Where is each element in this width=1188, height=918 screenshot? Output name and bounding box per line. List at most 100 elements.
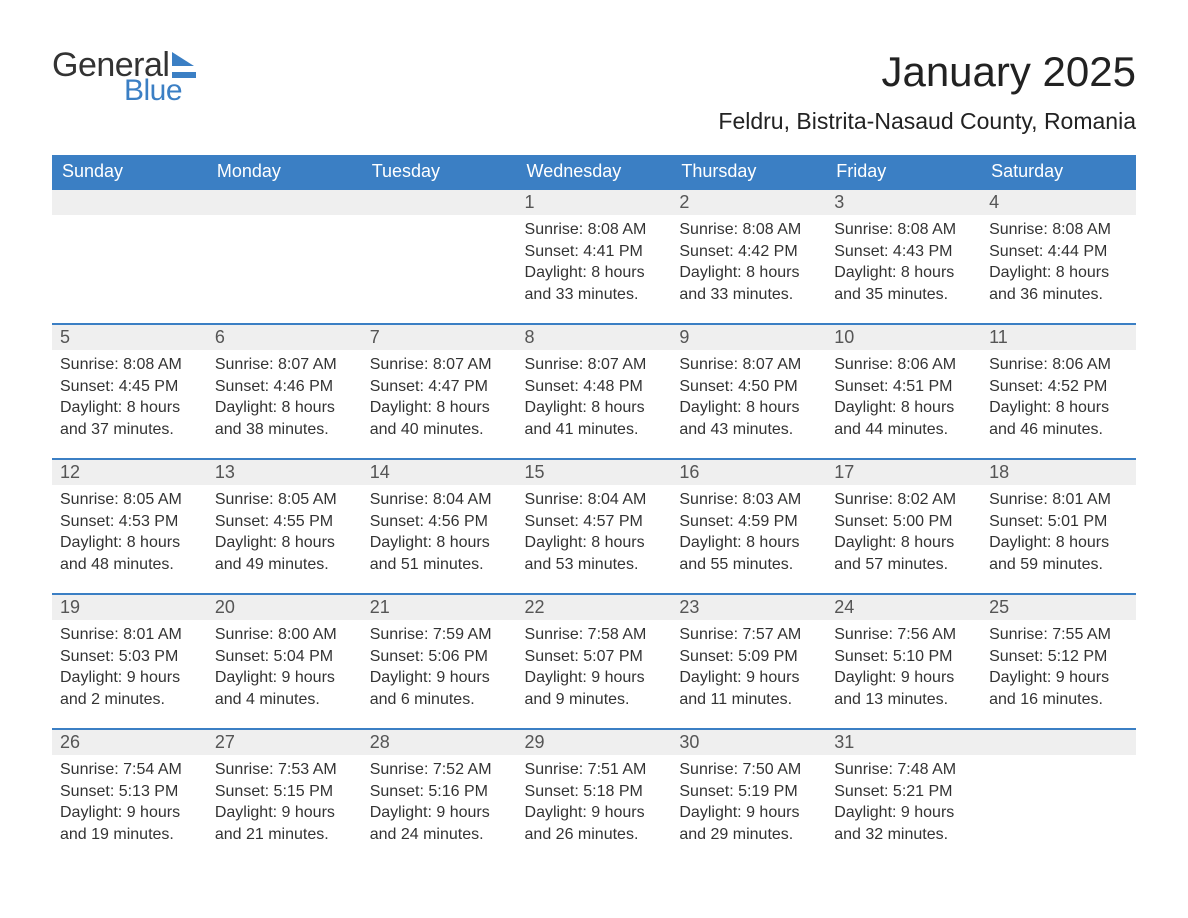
- day-sunset: Sunset: 4:55 PM: [215, 511, 354, 533]
- week-daynum-row: 262728293031: [52, 728, 1136, 755]
- week-daynum-row: 1234: [52, 188, 1136, 215]
- day-sunset: Sunset: 4:53 PM: [60, 511, 199, 533]
- day-daylight2: and 26 minutes.: [525, 824, 664, 846]
- day-daylight2: and 29 minutes.: [679, 824, 818, 846]
- day-daylight2: and 53 minutes.: [525, 554, 664, 576]
- day-sunrise: Sunrise: 8:07 AM: [679, 354, 818, 376]
- day-sunrise: Sunrise: 7:51 AM: [525, 759, 664, 781]
- day-content: Sunrise: 8:03 AMSunset: 4:59 PMDaylight:…: [671, 485, 826, 585]
- week-content-row: Sunrise: 8:01 AMSunset: 5:03 PMDaylight:…: [52, 620, 1136, 728]
- day-cell: Sunrise: 8:07 AMSunset: 4:48 PMDaylight:…: [517, 350, 672, 458]
- day-daylight1: Daylight: 9 hours: [215, 667, 354, 689]
- day-content: Sunrise: 8:04 AMSunset: 4:56 PMDaylight:…: [362, 485, 517, 585]
- day-daylight2: and 21 minutes.: [215, 824, 354, 846]
- day-number: 26: [52, 728, 207, 755]
- day-cell: Sunrise: 8:04 AMSunset: 4:57 PMDaylight:…: [517, 485, 672, 593]
- day-number: [981, 728, 1136, 755]
- day-daylight1: Daylight: 8 hours: [679, 397, 818, 419]
- day-sunrise: Sunrise: 8:04 AM: [525, 489, 664, 511]
- day-number: 10: [826, 323, 981, 350]
- day-cell: Sunrise: 8:06 AMSunset: 4:51 PMDaylight:…: [826, 350, 981, 458]
- day-number: 28: [362, 728, 517, 755]
- day-sunset: Sunset: 5:12 PM: [989, 646, 1128, 668]
- day-sunrise: Sunrise: 7:50 AM: [679, 759, 818, 781]
- day-number: 31: [826, 728, 981, 755]
- day-header: Friday: [826, 155, 981, 188]
- day-cell: Sunrise: 7:51 AMSunset: 5:18 PMDaylight:…: [517, 755, 672, 863]
- day-sunset: Sunset: 4:57 PM: [525, 511, 664, 533]
- day-content: Sunrise: 7:51 AMSunset: 5:18 PMDaylight:…: [517, 755, 672, 855]
- day-content: Sunrise: 7:50 AMSunset: 5:19 PMDaylight:…: [671, 755, 826, 855]
- day-number: 29: [517, 728, 672, 755]
- calendar-table: Sunday Monday Tuesday Wednesday Thursday…: [52, 155, 1136, 863]
- day-sunrise: Sunrise: 8:00 AM: [215, 624, 354, 646]
- day-daylight2: and 35 minutes.: [834, 284, 973, 306]
- day-number: 23: [671, 593, 826, 620]
- day-daylight1: Daylight: 8 hours: [834, 397, 973, 419]
- day-number: 16: [671, 458, 826, 485]
- logo-text-blue: Blue: [124, 76, 196, 106]
- day-cell: Sunrise: 8:08 AMSunset: 4:41 PMDaylight:…: [517, 215, 672, 323]
- day-number: 3: [826, 188, 981, 215]
- day-content: Sunrise: 8:08 AMSunset: 4:43 PMDaylight:…: [826, 215, 981, 315]
- day-daylight1: Daylight: 9 hours: [370, 667, 509, 689]
- day-sunset: Sunset: 5:00 PM: [834, 511, 973, 533]
- day-cell: Sunrise: 7:54 AMSunset: 5:13 PMDaylight:…: [52, 755, 207, 863]
- calendar-body: 1234Sunrise: 8:08 AMSunset: 4:41 PMDayli…: [52, 188, 1136, 863]
- day-daylight2: and 13 minutes.: [834, 689, 973, 711]
- day-cell: Sunrise: 7:55 AMSunset: 5:12 PMDaylight:…: [981, 620, 1136, 728]
- day-cell: Sunrise: 7:52 AMSunset: 5:16 PMDaylight:…: [362, 755, 517, 863]
- day-daylight2: and 44 minutes.: [834, 419, 973, 441]
- day-sunset: Sunset: 4:45 PM: [60, 376, 199, 398]
- day-sunrise: Sunrise: 7:53 AM: [215, 759, 354, 781]
- day-header: Thursday: [671, 155, 826, 188]
- day-sunrise: Sunrise: 8:08 AM: [679, 219, 818, 241]
- day-sunrise: Sunrise: 8:05 AM: [60, 489, 199, 511]
- day-daylight1: Daylight: 8 hours: [370, 397, 509, 419]
- day-content: Sunrise: 8:05 AMSunset: 4:55 PMDaylight:…: [207, 485, 362, 585]
- day-sunset: Sunset: 5:10 PM: [834, 646, 973, 668]
- day-number: 6: [207, 323, 362, 350]
- day-daylight1: Daylight: 9 hours: [370, 802, 509, 824]
- day-daylight1: Daylight: 8 hours: [989, 532, 1128, 554]
- day-sunrise: Sunrise: 8:08 AM: [834, 219, 973, 241]
- day-daylight2: and 57 minutes.: [834, 554, 973, 576]
- day-content: Sunrise: 8:08 AMSunset: 4:42 PMDaylight:…: [671, 215, 826, 315]
- day-content: Sunrise: 8:08 AMSunset: 4:44 PMDaylight:…: [981, 215, 1136, 315]
- day-cell: [207, 215, 362, 323]
- day-sunrise: Sunrise: 7:48 AM: [834, 759, 973, 781]
- day-daylight1: Daylight: 9 hours: [679, 667, 818, 689]
- day-content: Sunrise: 7:56 AMSunset: 5:10 PMDaylight:…: [826, 620, 981, 720]
- day-number: 21: [362, 593, 517, 620]
- week-daynum-row: 567891011: [52, 323, 1136, 350]
- day-content: Sunrise: 8:07 AMSunset: 4:47 PMDaylight:…: [362, 350, 517, 450]
- day-daylight2: and 16 minutes.: [989, 689, 1128, 711]
- day-header: Sunday: [52, 155, 207, 188]
- day-cell: [362, 215, 517, 323]
- day-content: Sunrise: 7:54 AMSunset: 5:13 PMDaylight:…: [52, 755, 207, 855]
- day-cell: Sunrise: 8:07 AMSunset: 4:50 PMDaylight:…: [671, 350, 826, 458]
- day-cell: Sunrise: 8:00 AMSunset: 5:04 PMDaylight:…: [207, 620, 362, 728]
- day-daylight2: and 33 minutes.: [679, 284, 818, 306]
- day-daylight2: and 43 minutes.: [679, 419, 818, 441]
- day-content: Sunrise: 8:07 AMSunset: 4:48 PMDaylight:…: [517, 350, 672, 450]
- day-number: 25: [981, 593, 1136, 620]
- day-content: Sunrise: 8:06 AMSunset: 4:51 PMDaylight:…: [826, 350, 981, 450]
- day-number: 2: [671, 188, 826, 215]
- day-sunset: Sunset: 5:21 PM: [834, 781, 973, 803]
- day-cell: Sunrise: 8:08 AMSunset: 4:44 PMDaylight:…: [981, 215, 1136, 323]
- day-daylight2: and 36 minutes.: [989, 284, 1128, 306]
- day-daylight1: Daylight: 8 hours: [60, 532, 199, 554]
- day-number: 24: [826, 593, 981, 620]
- month-title: January 2025: [718, 48, 1136, 96]
- day-daylight1: Daylight: 8 hours: [679, 532, 818, 554]
- day-daylight1: Daylight: 8 hours: [370, 532, 509, 554]
- day-cell: Sunrise: 7:59 AMSunset: 5:06 PMDaylight:…: [362, 620, 517, 728]
- day-sunset: Sunset: 4:52 PM: [989, 376, 1128, 398]
- week-content-row: Sunrise: 7:54 AMSunset: 5:13 PMDaylight:…: [52, 755, 1136, 863]
- day-sunrise: Sunrise: 8:08 AM: [989, 219, 1128, 241]
- day-sunrise: Sunrise: 7:57 AM: [679, 624, 818, 646]
- day-content: Sunrise: 7:52 AMSunset: 5:16 PMDaylight:…: [362, 755, 517, 855]
- day-number: 19: [52, 593, 207, 620]
- day-number: 1: [517, 188, 672, 215]
